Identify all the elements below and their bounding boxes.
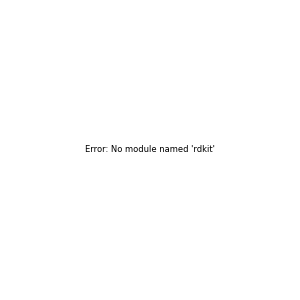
Text: Error: No module named 'rdkit': Error: No module named 'rdkit' — [85, 146, 215, 154]
